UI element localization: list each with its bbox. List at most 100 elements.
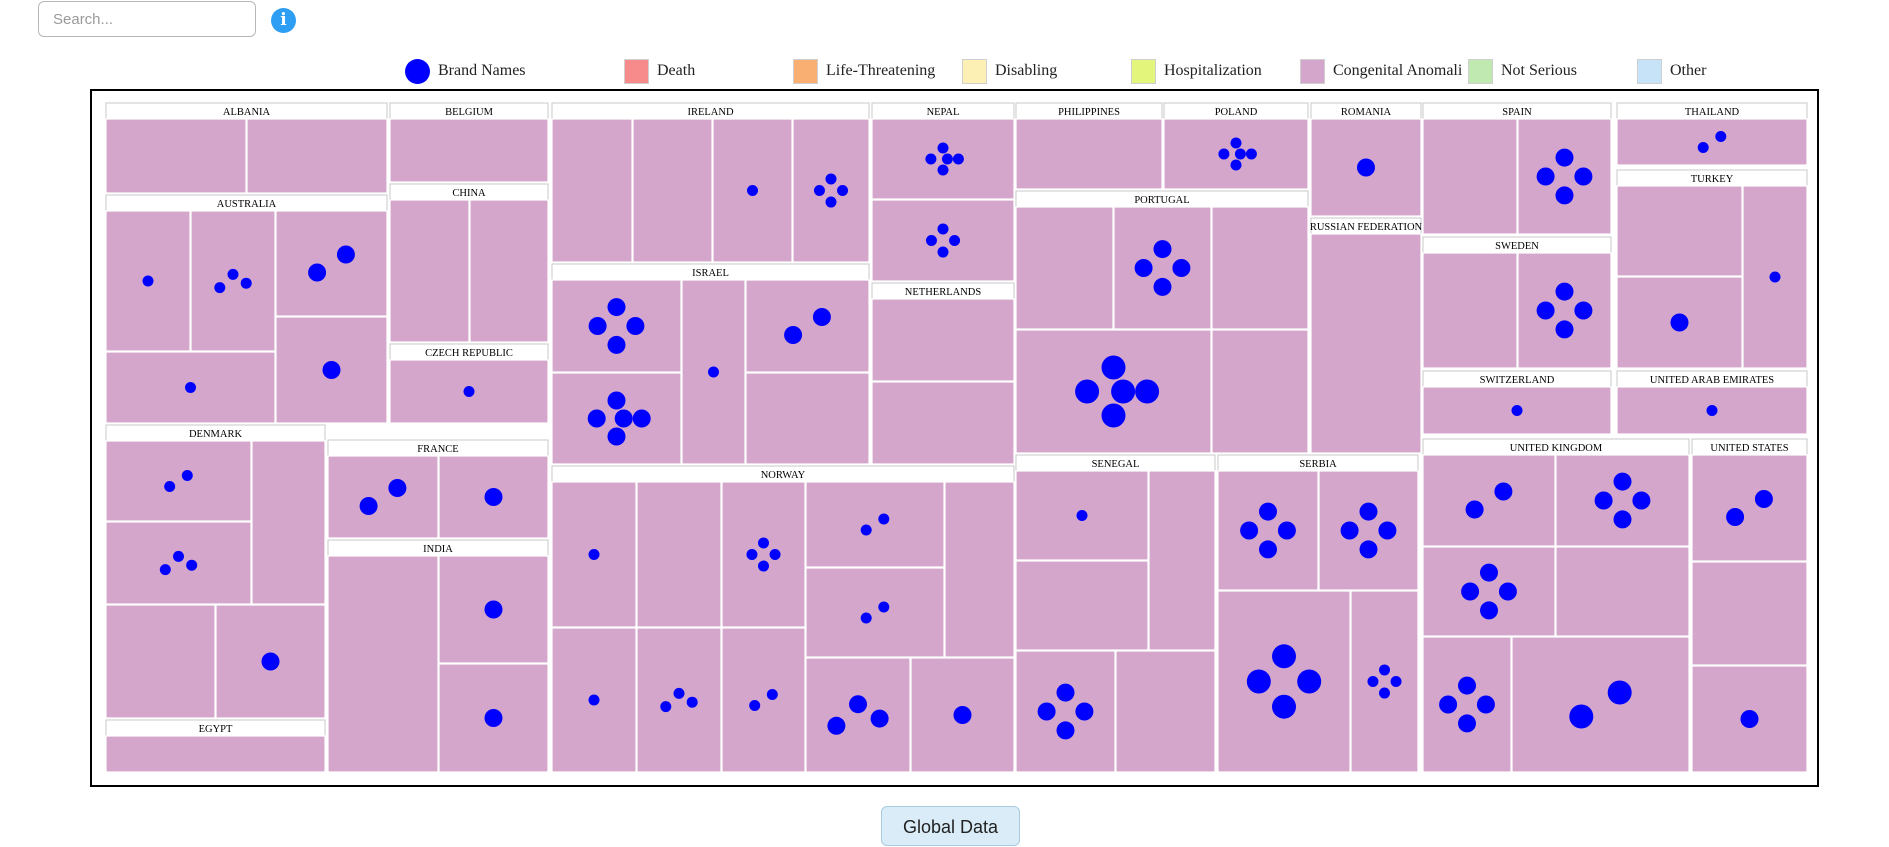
brand-dot[interactable] xyxy=(1574,167,1593,186)
brand-dot[interactable] xyxy=(1378,521,1397,540)
brand-dot[interactable] xyxy=(1458,714,1476,733)
category-cell[interactable] xyxy=(1555,546,1690,637)
brand-dot[interactable] xyxy=(878,513,890,525)
category-cell[interactable] xyxy=(1318,470,1419,591)
country-group[interactable]: ALBANIA xyxy=(105,102,388,194)
brand-dot[interactable] xyxy=(747,185,758,196)
category-cell[interactable] xyxy=(745,279,870,373)
brand-dot[interactable] xyxy=(1259,502,1277,521)
brand-dot[interactable] xyxy=(878,601,890,613)
country-group[interactable]: UNITED ARAB EMIRATES xyxy=(1616,370,1808,435)
brand-dot[interactable] xyxy=(1555,320,1574,339)
brand-dot[interactable] xyxy=(1555,282,1574,301)
category-cell[interactable] xyxy=(105,521,252,605)
country-group[interactable]: BELGIUM xyxy=(389,102,549,183)
brand-dot[interactable] xyxy=(1740,710,1759,728)
brand-dot[interactable] xyxy=(1135,379,1160,404)
brand-dot[interactable] xyxy=(1272,694,1296,719)
brand-dot[interactable] xyxy=(484,488,503,506)
category-cell[interactable] xyxy=(327,555,439,773)
brand-dot[interactable] xyxy=(588,317,607,335)
category-cell[interactable] xyxy=(1211,329,1309,454)
category-cell[interactable] xyxy=(1310,233,1422,454)
brand-dot[interactable] xyxy=(1613,510,1632,529)
brand-dot[interactable] xyxy=(1230,137,1242,149)
brand-dot[interactable] xyxy=(626,317,645,335)
country-group[interactable]: SERBIA xyxy=(1217,454,1419,773)
brand-dot[interactable] xyxy=(1075,379,1100,404)
brand-dot[interactable] xyxy=(1245,148,1257,160)
brand-dot[interactable] xyxy=(953,706,972,724)
brand-dot[interactable] xyxy=(1037,702,1056,721)
brand-dot[interactable] xyxy=(1754,490,1773,508)
category-cell[interactable] xyxy=(1148,470,1216,651)
brand-dot[interactable] xyxy=(825,196,837,208)
category-cell[interactable] xyxy=(944,481,1015,658)
brand-dot[interactable] xyxy=(1536,301,1555,320)
brand-dot[interactable] xyxy=(1246,669,1271,694)
brand-dot[interactable] xyxy=(181,470,193,481)
category-cell[interactable] xyxy=(1015,650,1116,773)
category-cell[interactable] xyxy=(721,627,806,773)
brand-dot[interactable] xyxy=(186,559,198,571)
brand-dot[interactable] xyxy=(1555,186,1574,205)
brand-dot[interactable] xyxy=(673,687,685,699)
brand-dot[interactable] xyxy=(1056,721,1075,740)
category-cell[interactable] xyxy=(871,199,1015,282)
brand-dot[interactable] xyxy=(1498,582,1517,601)
brand-dot[interactable] xyxy=(1340,521,1359,540)
brand-dot[interactable] xyxy=(749,700,761,711)
country-group[interactable]: RUSSIAN FEDERATION xyxy=(1310,217,1423,454)
brand-dot[interactable] xyxy=(261,652,280,671)
country-group[interactable]: IRELAND xyxy=(551,102,870,263)
brand-dot[interactable] xyxy=(1277,521,1296,540)
brand-dot[interactable] xyxy=(1476,695,1495,714)
brand-dot[interactable] xyxy=(758,537,769,549)
category-cell[interactable] xyxy=(871,381,1015,465)
category-cell[interactable] xyxy=(190,210,276,352)
brand-dot[interactable] xyxy=(1234,148,1246,160)
brand-dot[interactable] xyxy=(1769,271,1781,283)
country-group[interactable]: CHINA xyxy=(389,183,549,343)
brand-dot[interactable] xyxy=(142,275,154,287)
brand-dot[interactable] xyxy=(1153,240,1172,259)
legend-item[interactable]: Death xyxy=(624,56,695,86)
brand-dot[interactable] xyxy=(937,246,949,258)
brand-dot[interactable] xyxy=(1056,683,1075,702)
brand-dot[interactable] xyxy=(937,164,949,176)
brand-dot[interactable] xyxy=(1439,695,1458,714)
brand-dot[interactable] xyxy=(949,235,961,246)
brand-dot[interactable] xyxy=(860,524,872,536)
category-cell[interactable] xyxy=(389,118,549,183)
brand-dot[interactable] xyxy=(766,689,778,700)
brand-dot[interactable] xyxy=(1465,500,1484,519)
category-cell[interactable] xyxy=(251,440,326,605)
brand-dot[interactable] xyxy=(784,326,803,344)
category-cell[interactable] xyxy=(1422,118,1518,235)
category-cell[interactable] xyxy=(551,118,633,263)
brand-dot[interactable] xyxy=(1153,277,1172,296)
category-cell[interactable] xyxy=(805,481,945,568)
brand-dot[interactable] xyxy=(484,709,503,727)
country-group[interactable]: SWITZERLAND xyxy=(1422,370,1612,435)
brand-dot[interactable] xyxy=(1632,491,1651,510)
brand-dot[interactable] xyxy=(164,481,176,492)
country-group[interactable]: TURKEY xyxy=(1616,169,1808,369)
category-cell[interactable] xyxy=(469,199,549,343)
category-cell[interactable] xyxy=(1211,206,1309,330)
brand-dot[interactable] xyxy=(849,695,867,714)
brand-dot[interactable] xyxy=(937,223,949,235)
brand-dot[interactable] xyxy=(1390,676,1402,687)
category-cell[interactable] xyxy=(1422,454,1556,547)
brand-dot[interactable] xyxy=(1218,148,1230,160)
brand-dot[interactable] xyxy=(1379,664,1390,676)
category-cell[interactable] xyxy=(636,481,722,628)
brand-dot[interactable] xyxy=(1607,680,1632,705)
category-cell[interactable] xyxy=(1422,546,1556,637)
brand-dot[interactable] xyxy=(1075,702,1094,721)
brand-dot[interactable] xyxy=(607,391,626,410)
legend-item[interactable]: Brand Names xyxy=(405,56,526,86)
brand-dot[interactable] xyxy=(1111,379,1136,404)
country-group[interactable]: INDIA xyxy=(327,539,549,773)
brand-dot[interactable] xyxy=(308,263,327,282)
